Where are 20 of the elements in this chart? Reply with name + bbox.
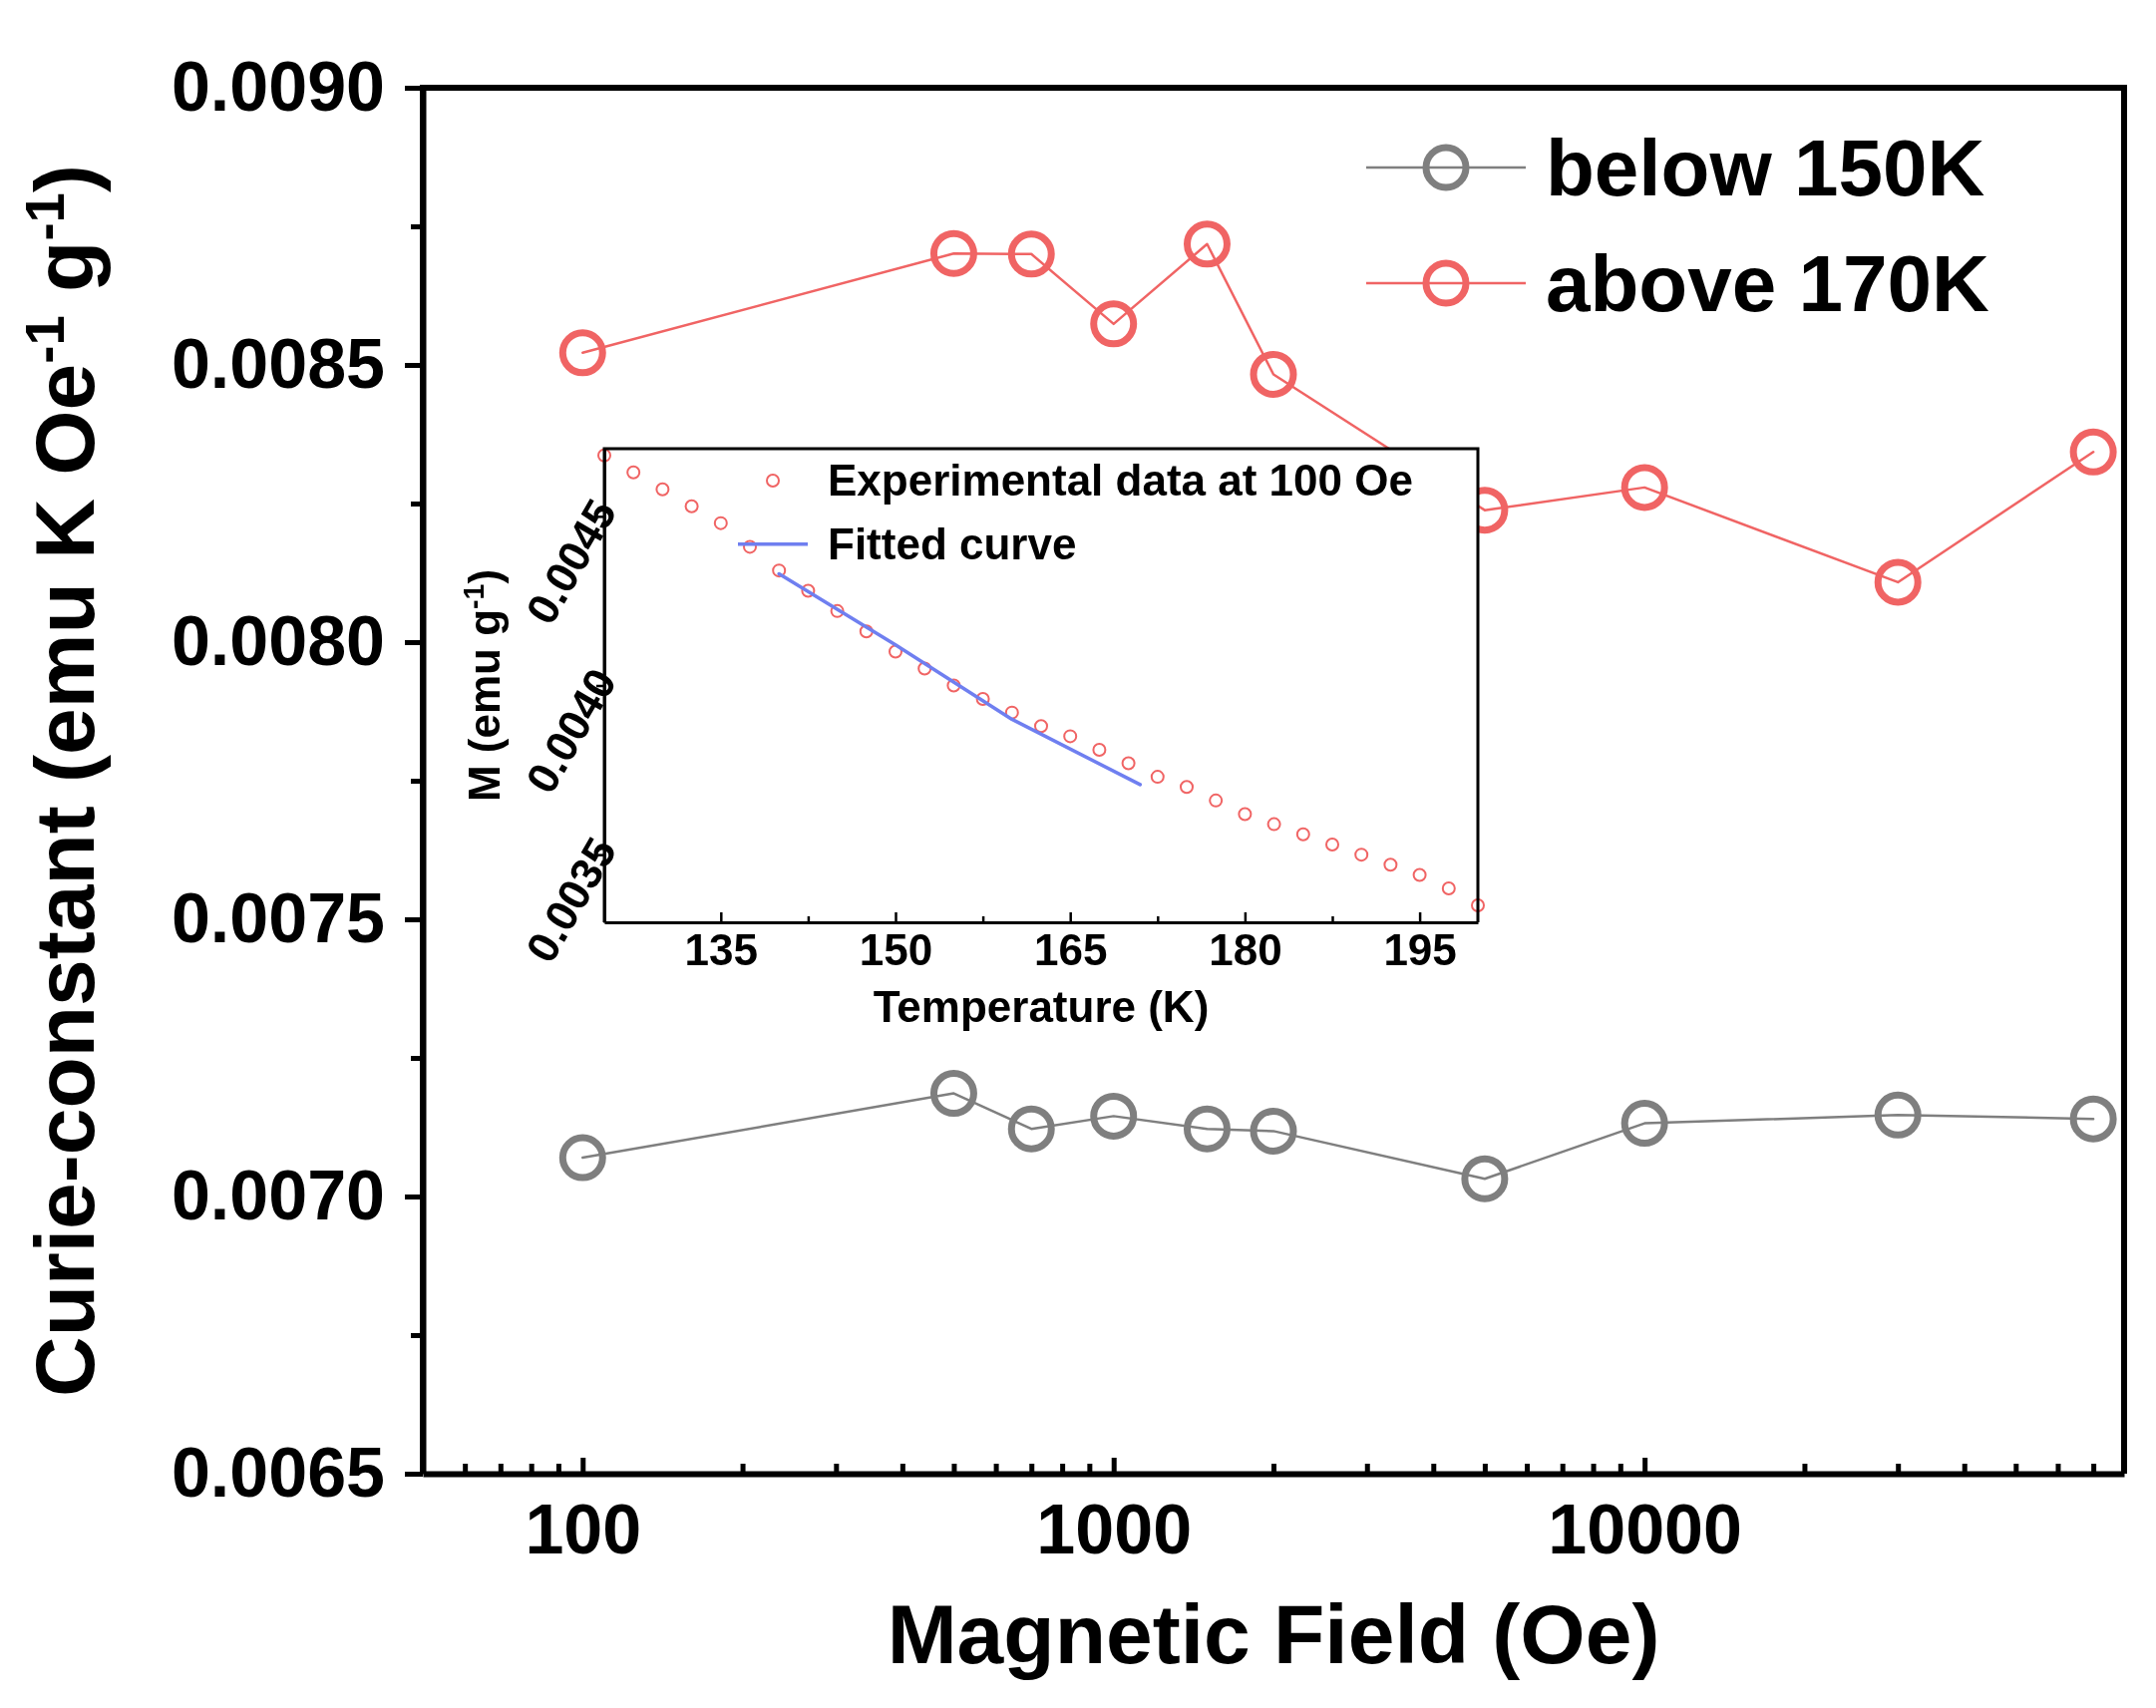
x-tick-label: 100 <box>525 1490 642 1568</box>
y-tick-label: 0.0085 <box>171 324 385 403</box>
x-axis-title: Magnetic Field (Oe) <box>887 1587 1660 1681</box>
y-tick-label: 0.0080 <box>171 601 385 680</box>
y-tick-label: 0.0075 <box>171 878 385 957</box>
x-tick-label: 150 <box>859 925 933 975</box>
x-tick-label: 10000 <box>1548 1490 1742 1568</box>
x-tick-label: 165 <box>1033 925 1108 975</box>
x-axis-title: Temperature (K) <box>873 982 1210 1031</box>
y-tick-label: 0.0065 <box>171 1433 385 1512</box>
x-tick-label: 195 <box>1383 925 1457 975</box>
legend-label: above 170K <box>1546 239 1989 328</box>
legend-label: below 150K <box>1546 124 1985 212</box>
y-tick-label: 0.0070 <box>171 1156 385 1234</box>
legend-label: Experimental data at 100 Oe <box>828 456 1413 506</box>
y-tick-label: 0.0090 <box>171 47 385 126</box>
x-tick-label: 180 <box>1209 925 1282 975</box>
x-tick-label: 135 <box>684 925 759 975</box>
x-tick-label: 1000 <box>1036 1490 1193 1568</box>
legend-label: Fitted curve <box>828 519 1077 569</box>
